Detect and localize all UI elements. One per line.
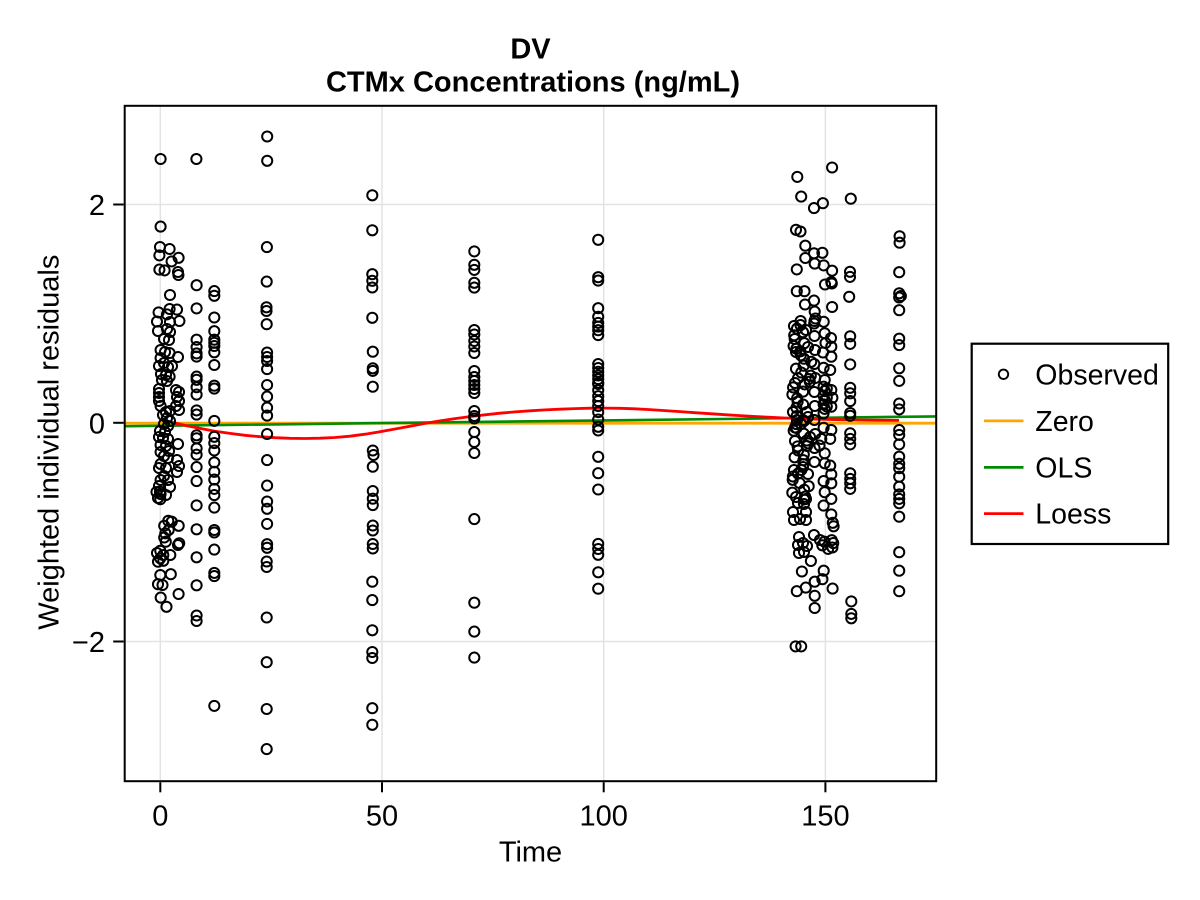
svg-text:0: 0: [89, 408, 105, 440]
svg-text:0: 0: [152, 801, 168, 833]
svg-text:150: 150: [801, 801, 849, 833]
svg-text:−2: −2: [72, 627, 105, 659]
svg-text:CTMx Concentrations (ng/mL): CTMx Concentrations (ng/mL): [326, 67, 740, 99]
svg-text:Weighted individual residuals: Weighted individual residuals: [34, 255, 66, 630]
svg-text:Time: Time: [499, 837, 562, 869]
svg-text:50: 50: [366, 801, 398, 833]
svg-text:OLS: OLS: [1035, 453, 1092, 485]
svg-text:100: 100: [580, 801, 628, 833]
svg-text:Loess: Loess: [1035, 499, 1111, 531]
svg-text:Zero: Zero: [1035, 406, 1094, 438]
svg-text:Observed: Observed: [1035, 359, 1159, 391]
svg-text:2: 2: [89, 190, 105, 222]
svg-text:DV: DV: [510, 34, 551, 66]
